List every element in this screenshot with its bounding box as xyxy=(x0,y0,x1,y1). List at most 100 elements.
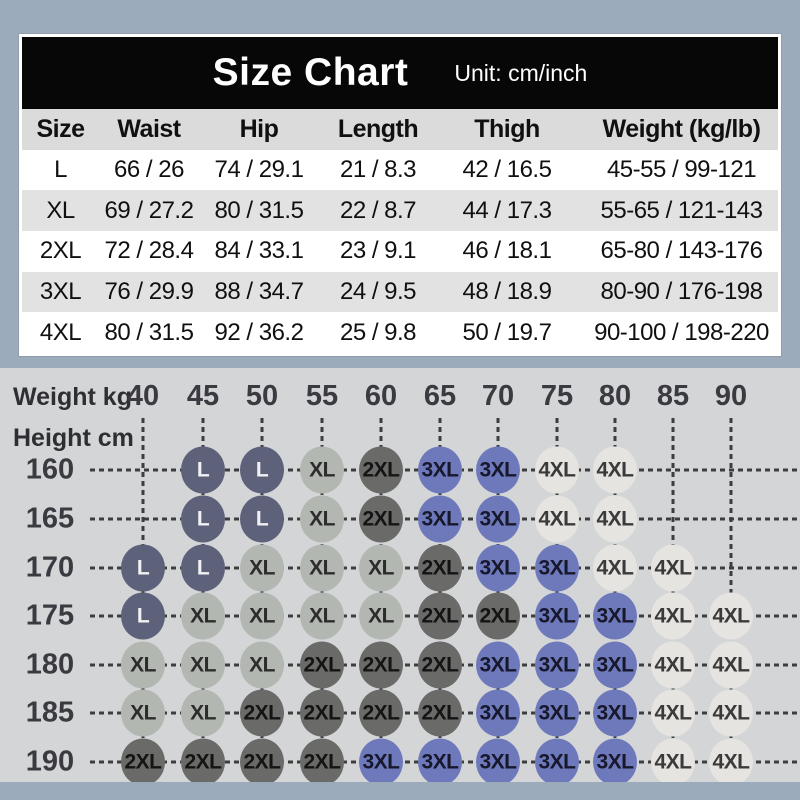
size-cell-circle-185-70: 3XL xyxy=(476,689,520,737)
table-header-row: Size Waist Hip Length Thigh Weight (kg/lb) xyxy=(22,109,778,150)
size-cell-circle-190-45: 2XL xyxy=(181,738,225,782)
table-header-row-cell-4: Thigh xyxy=(474,114,540,143)
size-cell-circle-160-55: XL xyxy=(300,446,344,494)
size-cell-circle-175-55: XL xyxy=(300,592,344,640)
size-cell-circle-160-65: 3XL xyxy=(418,446,462,494)
size-cell-circle-190-80: 3XL xyxy=(593,738,637,782)
table-row-3XL-cell-5: 80-90 / 176-198 xyxy=(600,278,763,306)
size-cell-circle-190-65: 3XL xyxy=(418,738,462,782)
size-cell-circle-165-60: 2XL xyxy=(359,495,403,543)
size-cell-circle-190-85: 4XL xyxy=(651,738,695,782)
table-row-3XL: 3XL 76 / 29.9 88 / 34.7 24 / 9.5 48 / 18.9 80… xyxy=(22,271,778,313)
size-cell-circle-180-70: 3XL xyxy=(476,641,520,689)
size-cell-circle-170-45: L xyxy=(181,544,225,592)
size-cell-circle-170-65: 2XL xyxy=(418,544,462,592)
size-chart-header: Size Chart Unit: cm/inch xyxy=(22,37,778,109)
y-axis-label: Height cm xyxy=(13,424,134,452)
table-row-XL-cell-5: 55-65 / 121-143 xyxy=(600,196,763,224)
size-cell-circle-160-80: 4XL xyxy=(593,446,637,494)
table-row-2XL-cell-1: 72 / 28.4 xyxy=(104,237,194,265)
size-chart-card: Size Chart Unit: cm/inch Size Waist Hip Len… xyxy=(18,33,782,357)
size-cell-circle-165-65: 3XL xyxy=(418,495,462,543)
table-row-2XL: 2XL 72 / 28.4 84 / 33.1 23 / 9.1 46 / 18.1 65… xyxy=(22,231,778,272)
size-cell-circle-190-50: 2XL xyxy=(240,738,284,782)
size-cell-circle-180-80: 3XL xyxy=(593,641,637,689)
table-row-XL: XL 69 / 27.2 80 / 31.5 22 / 8.7 44 / 17.3 55-… xyxy=(22,190,778,232)
size-cell-circle-165-55: XL xyxy=(300,495,344,543)
table-row-L: L 66 / 26 74 / 29.1 21 / 8.3 42 / 16.5 45-55 … xyxy=(22,150,778,191)
size-cell-circle-180-50: XL xyxy=(240,641,284,689)
table-row-XL-cell-2: 80 / 31.5 xyxy=(214,196,304,224)
height-tick-170: 170 xyxy=(25,551,75,584)
table-row-4XL-cell-4: 50 / 19.7 xyxy=(462,318,552,346)
height-tick-185: 185 xyxy=(25,696,75,729)
size-cell-circle-170-75: 3XL xyxy=(535,544,579,592)
table-header-row-cell-1: Waist xyxy=(117,114,181,143)
table-header-row-cell-2: Hip xyxy=(239,114,279,143)
size-cell-circle-190-70: 3XL xyxy=(476,738,520,782)
size-cell-circle-175-75: 3XL xyxy=(535,592,579,640)
table-row-L-cell-2: 74 / 29.1 xyxy=(214,156,304,183)
size-cell-circle-185-50: 2XL xyxy=(240,689,284,737)
weight-tick-40: 40 xyxy=(126,380,160,412)
table-row-XL-cell-1: 69 / 27.2 xyxy=(104,196,194,224)
size-cell-circle-160-45: L xyxy=(181,446,225,494)
size-table: Size Waist Hip Length Thigh Weight (kg/lb) L 66… xyxy=(22,109,778,353)
size-cell-circle-180-40: XL xyxy=(121,641,165,689)
table-header-row-cell-3: Length xyxy=(337,114,419,143)
size-cell-circle-185-55: 2XL xyxy=(300,689,344,737)
weight-tick-80: 80 xyxy=(598,380,632,412)
size-cell-circle-175-60: XL xyxy=(359,592,403,640)
table-row-L-cell-0: L xyxy=(54,156,67,183)
weight-tick-65: 65 xyxy=(423,380,457,412)
size-cell-circle-160-60: 2XL xyxy=(359,446,403,494)
size-cell-circle-175-40: L xyxy=(121,592,165,640)
table-row-2XL-cell-0: 2XL xyxy=(39,237,82,265)
size-cell-circle-170-80: 4XL xyxy=(593,544,637,592)
table-row-4XL-cell-0: 4XL xyxy=(39,318,82,346)
size-cell-circle-170-70: 3XL xyxy=(476,544,520,592)
size-cell-circle-165-45: L xyxy=(181,495,225,543)
table-row-3XL-cell-0: 3XL xyxy=(39,278,82,306)
size-cell-circle-190-75: 3XL xyxy=(535,738,579,782)
size-cell-circle-170-55: XL xyxy=(300,544,344,592)
table-row-4XL-cell-3: 25 / 9.8 xyxy=(339,318,417,346)
x-axis-label: Weight kg xyxy=(13,383,132,411)
size-cell-circle-180-90: 4XL xyxy=(709,641,753,689)
size-cell-circle-175-70: 2XL xyxy=(476,592,520,640)
table-row-4XL-cell-5: 90-100 / 198-220 xyxy=(594,318,769,346)
table-row-XL-cell-0: XL xyxy=(46,196,75,224)
size-cell-circle-180-65: 2XL xyxy=(418,641,462,689)
size-cell-circle-175-80: 3XL xyxy=(593,592,637,640)
page-title: Size Chart xyxy=(212,51,409,94)
size-cell-circle-170-85: 4XL xyxy=(651,544,695,592)
table-row-3XL-cell-1: 76 / 29.9 xyxy=(104,278,194,306)
size-cell-circle-190-55: 2XL xyxy=(300,738,344,782)
size-cell-circle-175-85: 4XL xyxy=(651,592,695,640)
size-cell-circle-185-75: 3XL xyxy=(535,689,579,737)
size-cell-circle-190-60: 3XL xyxy=(359,738,403,782)
size-cell-circle-170-60: XL xyxy=(359,544,403,592)
size-cell-circle-170-50: XL xyxy=(240,544,284,592)
height-tick-165: 165 xyxy=(25,502,75,535)
table-row-L-cell-3: 21 / 8.3 xyxy=(339,156,417,183)
size-cell-circle-185-40: XL xyxy=(121,689,165,737)
table-row-L-cell-4: 42 / 16.5 xyxy=(462,156,552,183)
weight-tick-55: 55 xyxy=(305,380,339,412)
size-cell-circle-180-85: 4XL xyxy=(651,641,695,689)
size-cell-circle-175-45: XL xyxy=(181,592,225,640)
table-row-3XL-cell-4: 48 / 18.9 xyxy=(462,278,552,306)
size-cell-circle-185-45: XL xyxy=(181,689,225,737)
size-cell-circle-165-80: 4XL xyxy=(593,495,637,543)
weight-height-size-chart: Weight kg Height cm 40 45 50 55 60 65 70 75 80 85… xyxy=(0,368,800,782)
unit-label: Unit: cm/inch xyxy=(454,59,588,86)
size-cell-circle-180-45: XL xyxy=(181,641,225,689)
table-header-row-cell-0: Size xyxy=(36,114,85,143)
height-tick-160: 160 xyxy=(25,453,75,486)
weight-tick-75: 75 xyxy=(540,380,574,412)
table-row-4XL-cell-1: 80 / 31.5 xyxy=(104,318,194,346)
weight-tick-85: 85 xyxy=(656,380,690,412)
size-cell-circle-185-90: 4XL xyxy=(709,689,753,737)
weight-tick-90: 90 xyxy=(714,380,748,412)
size-cell-circle-190-90: 4XL xyxy=(709,738,753,782)
